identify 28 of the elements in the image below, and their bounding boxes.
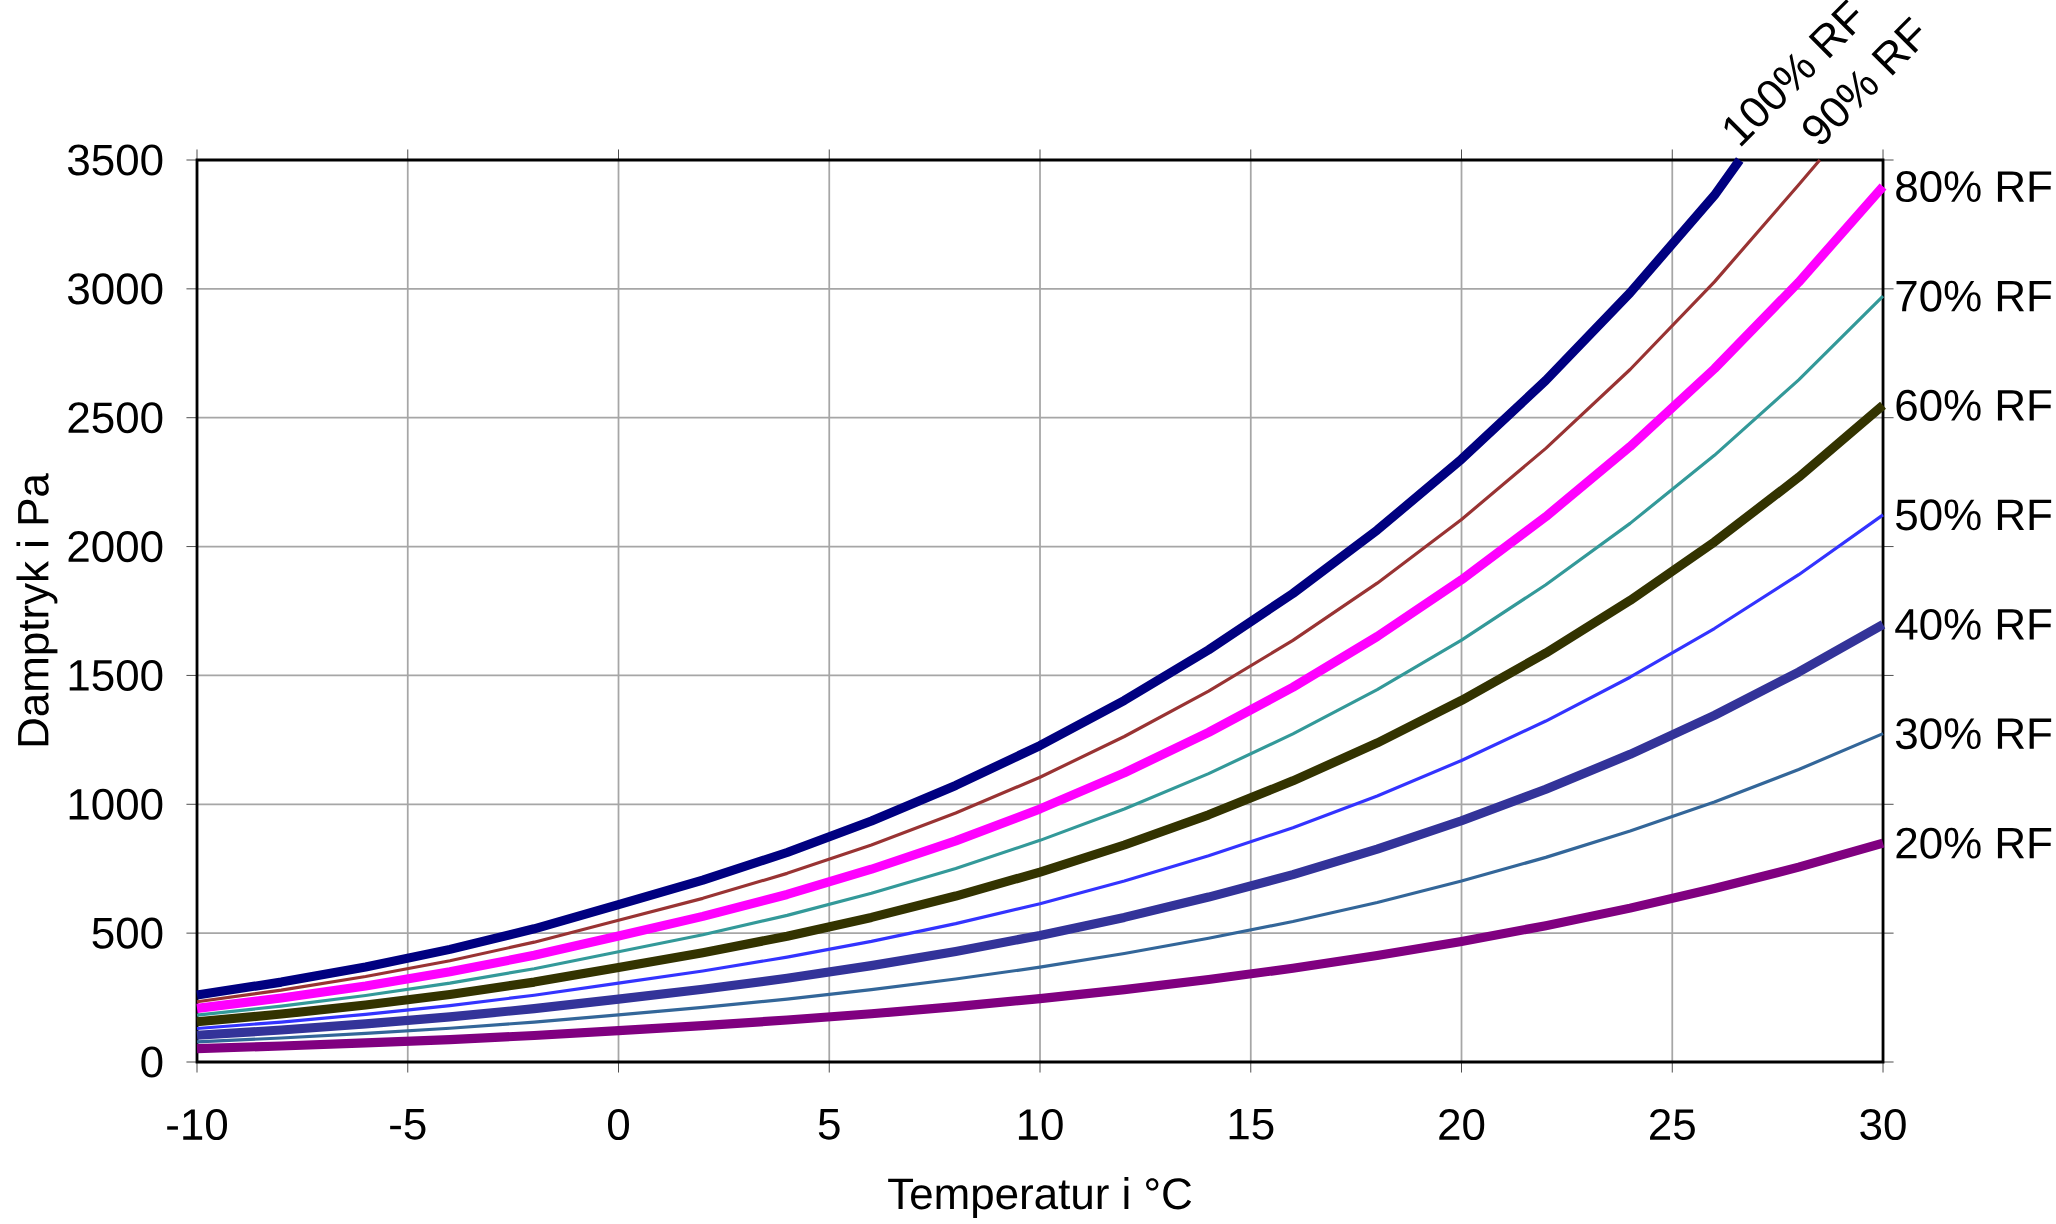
x-axis-title: Temperatur i °C bbox=[888, 1177, 1192, 1219]
y-axis-title: Damptryk i Pa bbox=[16, 473, 58, 746]
x-tick-label: 25 bbox=[1650, 1109, 1695, 1141]
x-tick-label: 10 bbox=[1018, 1109, 1063, 1141]
x-tick-label: -5 bbox=[390, 1109, 426, 1140]
y-tick-label: 1000 bbox=[69, 788, 163, 820]
x-tick-label: -10 bbox=[167, 1109, 228, 1141]
y-tick-label: 500 bbox=[92, 917, 163, 949]
series-label: 80% RF bbox=[1896, 171, 2052, 203]
y-tick-label: 1500 bbox=[69, 659, 163, 691]
series-label: 20% RF bbox=[1896, 827, 2052, 859]
y-tick-label: 0 bbox=[141, 1046, 163, 1078]
series-label: 30% RF bbox=[1895, 718, 2052, 750]
x-tick-label: 30 bbox=[1860, 1109, 1906, 1141]
line-series bbox=[195, 513, 1885, 1031]
x-tick-label: 20 bbox=[1439, 1109, 1485, 1141]
x-tick-label: 5 bbox=[818, 1109, 840, 1140]
y-tick-label: 2000 bbox=[68, 531, 163, 563]
y-tick-label: 2500 bbox=[68, 402, 163, 434]
series-label: 50% RF bbox=[1896, 499, 2052, 531]
series-label: 60% RF bbox=[1896, 389, 2052, 421]
y-tick-label: 3000 bbox=[68, 273, 163, 305]
x-tick-label: 15 bbox=[1229, 1109, 1274, 1140]
line-series bbox=[195, 732, 1885, 1044]
x-tick-label: 0 bbox=[608, 1109, 629, 1141]
series-label: 40% RF bbox=[1895, 608, 2052, 640]
y-tick-label: 3500 bbox=[68, 144, 163, 176]
series-label: 70% RF bbox=[1896, 280, 2052, 312]
